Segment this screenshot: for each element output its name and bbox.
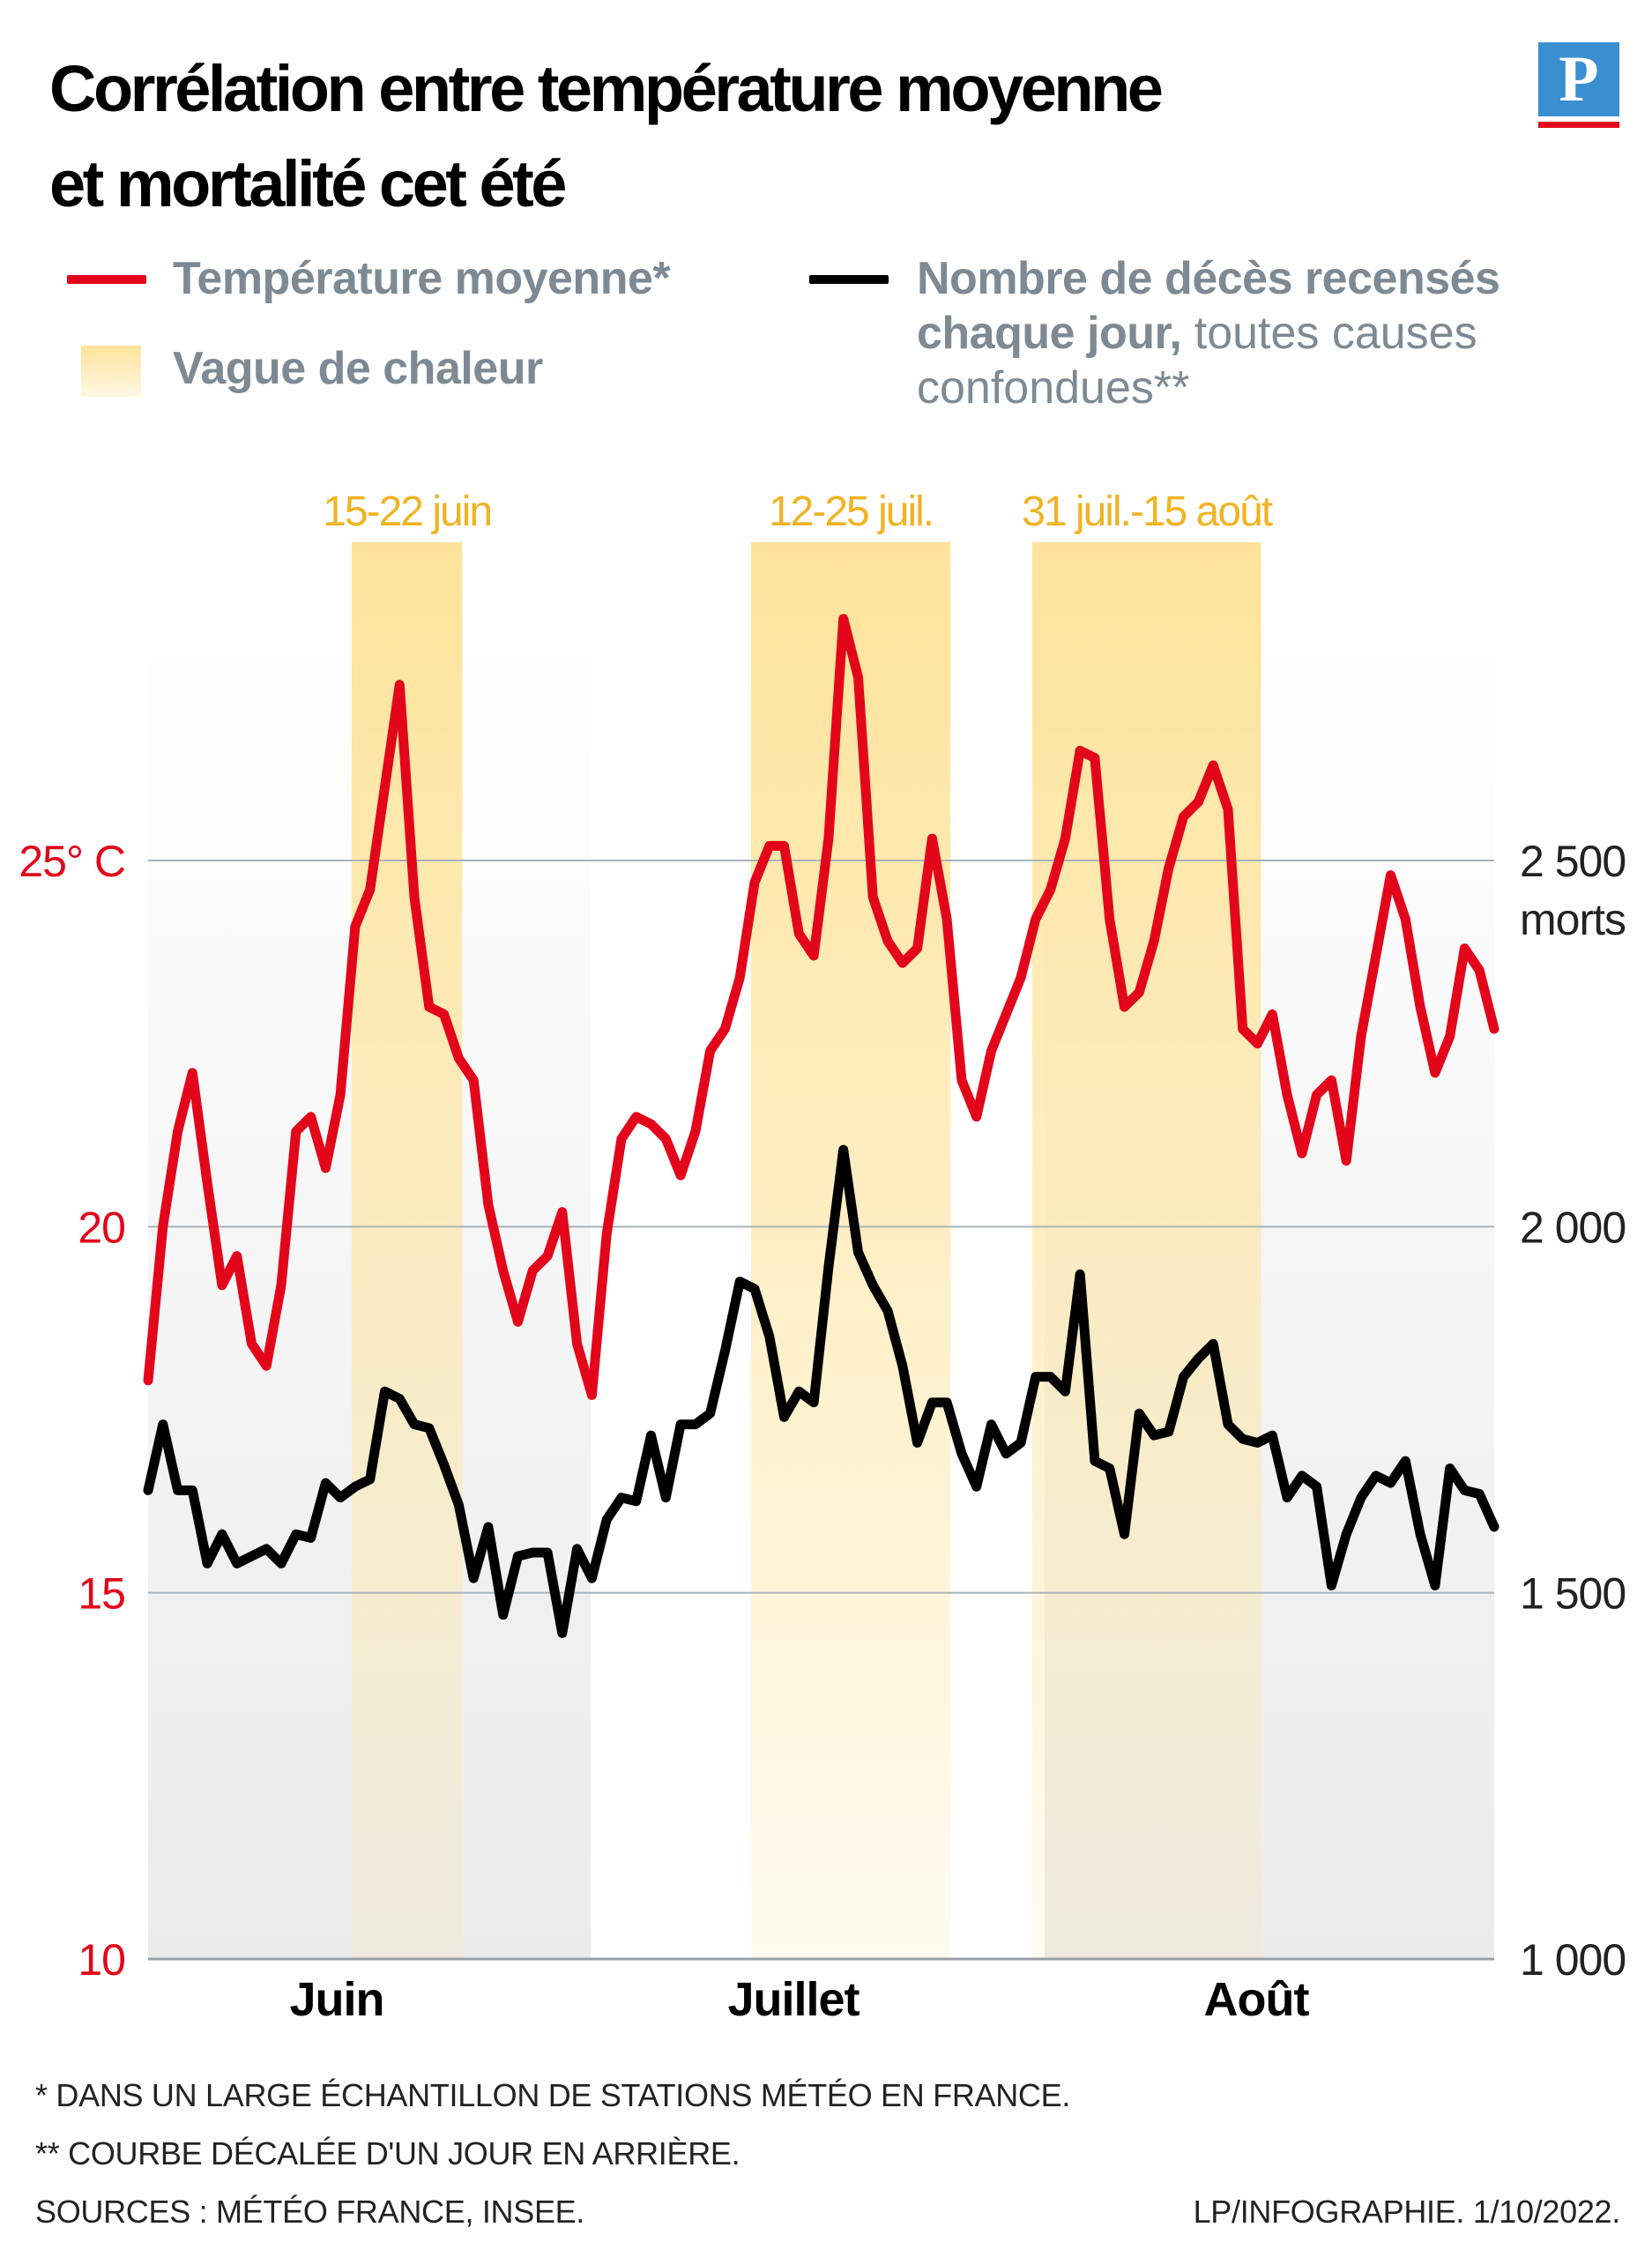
footnote-sources: SOURCES : MÉTÉO FRANCE, INSEE. [35, 2194, 585, 2230]
x-axis-month-labels: Juin Juillet Août [289, 1973, 1310, 2026]
chart-svg: 15-22 juin 12-25 juil. 31 juil.-15 août 10… [19, 488, 1626, 2026]
footnote-temperature: * DANS UN LARGE ÉCHANTILLON DE STATIONS … [35, 2077, 1071, 2113]
left-axis-ticks: 10 15 20 25° C [19, 837, 126, 1985]
deaths-series-line [143, 1144, 1499, 1638]
heatwave-band-label-2: 12-25 juil. [769, 488, 933, 535]
chart-title-line-2: et mortalité cet été [49, 147, 567, 220]
publisher-logo-letter: P [1538, 42, 1619, 116]
x-axis-month-juillet: Juillet [727, 1973, 859, 2026]
legend-temperature-swatch [67, 275, 146, 284]
right-axis-tick-2000: 2 000 [1520, 1203, 1626, 1252]
right-axis-tick-1000: 1 000 [1520, 1935, 1626, 1985]
legend-deaths-label-line-3: confondues** [917, 362, 1190, 413]
right-axis-tick-2500: 2 500 [1520, 837, 1626, 886]
series-lines [143, 614, 1499, 1638]
legend-deaths-label-line-1: Nombre de décès recensés [917, 253, 1500, 304]
heatwave-band-labels: 15-22 juin 12-25 juil. 31 juil.-15 août [323, 488, 1275, 535]
right-axis-ticks: 1 000 1 500 2 000 2 500 [1520, 837, 1626, 1985]
publisher-logo: P [1538, 42, 1619, 128]
heatwave-band-label-1: 15-22 juin [323, 488, 491, 535]
heatwave-band-3 [1031, 542, 1261, 1959]
footnote-deaths: ** COURBE DÉCALÉE D'UN JOUR EN ARRIÈRE. [35, 2135, 740, 2171]
publisher-logo-underline [1538, 122, 1619, 128]
legend-deaths-label-line-2: chaque jour, toutes causes [917, 310, 1477, 356]
right-axis-tick-1500: 1 500 [1520, 1569, 1626, 1619]
chart-title-line-1: Corrélation entre température moyenne [49, 52, 1164, 125]
left-axis-tick-10: 10 [78, 1935, 125, 1985]
x-axis-month-juin: Juin [289, 1973, 383, 2026]
legend-deaths-swatch [809, 275, 889, 284]
legend-temperature-label: Température moyenne* [173, 253, 671, 304]
footnote-credit: LP/INFOGRAPHIE. 1/10/2022. [1193, 2194, 1621, 2230]
left-axis-tick-15: 15 [78, 1569, 125, 1619]
heatwave-bands [351, 542, 1261, 1959]
legend-deaths-label-line-2-light: toutes causes [1181, 308, 1477, 359]
x-axis-month-août: Août [1204, 1973, 1310, 2026]
legend-deaths-label-line-2-bold: chaque jour, [917, 308, 1182, 359]
legend-heatwave-label: Vague de chaleur [173, 343, 543, 394]
right-axis-unit: morts [1520, 895, 1626, 944]
legend-heatwave-swatch [81, 346, 141, 397]
heatwave-band-label-3: 31 juil.-15 août [1022, 488, 1273, 535]
heatwave-band-2 [750, 542, 951, 1959]
left-axis-tick-20: 20 [78, 1203, 125, 1252]
temperature-series-line [143, 614, 1499, 1400]
left-axis-tick-25: 25° C [19, 837, 125, 886]
